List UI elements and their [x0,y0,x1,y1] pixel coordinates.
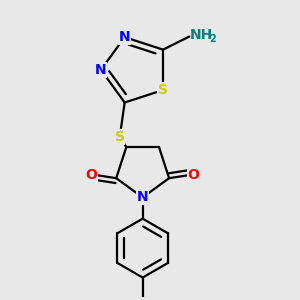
Text: S: S [158,83,168,97]
Text: 2: 2 [209,34,216,44]
Text: N: N [119,30,130,44]
Text: N: N [95,63,107,77]
Text: N: N [137,190,148,204]
Text: O: O [86,168,98,182]
Text: S: S [115,130,125,144]
Text: O: O [188,168,200,182]
Text: NH: NH [190,28,213,42]
